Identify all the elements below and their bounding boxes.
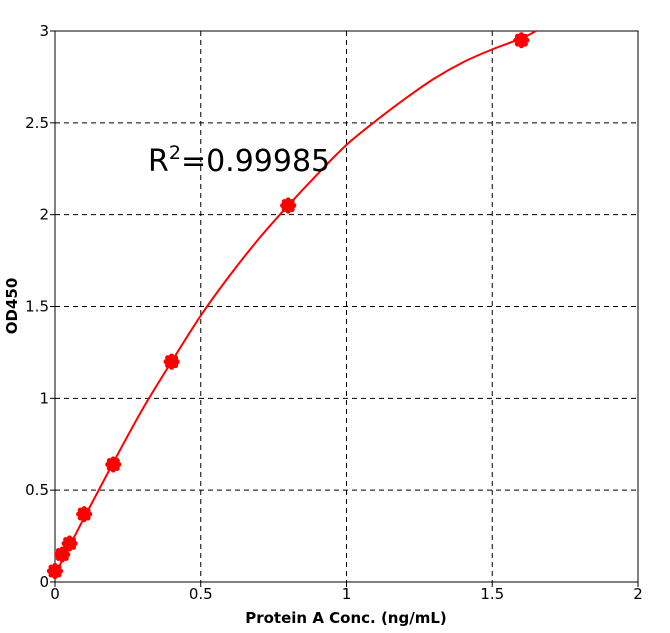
data-point xyxy=(513,32,530,49)
x-tick-label: 1.5 xyxy=(480,585,504,603)
data-point xyxy=(76,505,93,523)
x-tick-label: 0 xyxy=(50,585,60,603)
y-axis-ticks: 0 0.5 1 1.5 2 2.5 3 xyxy=(25,22,55,591)
data-point xyxy=(105,456,122,473)
r-squared-annotation: R2=0.99985 xyxy=(148,142,330,179)
y-tick-label: 3 xyxy=(39,22,49,40)
gridlines xyxy=(55,31,638,582)
fit-curve xyxy=(54,30,537,576)
r-squared-prefix: R xyxy=(148,144,169,179)
x-axis-title: Protein A Conc. (ng/mL) xyxy=(245,609,447,627)
y-tick-label: 1 xyxy=(39,389,49,407)
y-tick-label: 2 xyxy=(39,206,49,224)
x-axis-ticks: 0 0.5 1 1.5 2 xyxy=(50,582,643,603)
data-point xyxy=(163,353,180,370)
y-tick-label: 0 xyxy=(39,573,49,591)
x-tick-label: 2 xyxy=(633,585,643,603)
r-squared-superscript: 2 xyxy=(169,142,181,164)
data-point xyxy=(54,546,71,563)
y-tick-label: 0.5 xyxy=(25,481,49,499)
y-tick-label: 2.5 xyxy=(25,114,49,132)
x-tick-label: 1 xyxy=(342,585,352,603)
y-axis-title: OD450 xyxy=(3,278,21,335)
y-tick-label: 1.5 xyxy=(25,298,49,316)
data-point xyxy=(46,562,64,580)
data-point xyxy=(61,535,78,552)
data-points xyxy=(46,32,530,580)
data-point xyxy=(280,197,297,214)
x-tick-label: 0.5 xyxy=(189,585,213,603)
r-squared-value: =0.99985 xyxy=(181,144,330,179)
